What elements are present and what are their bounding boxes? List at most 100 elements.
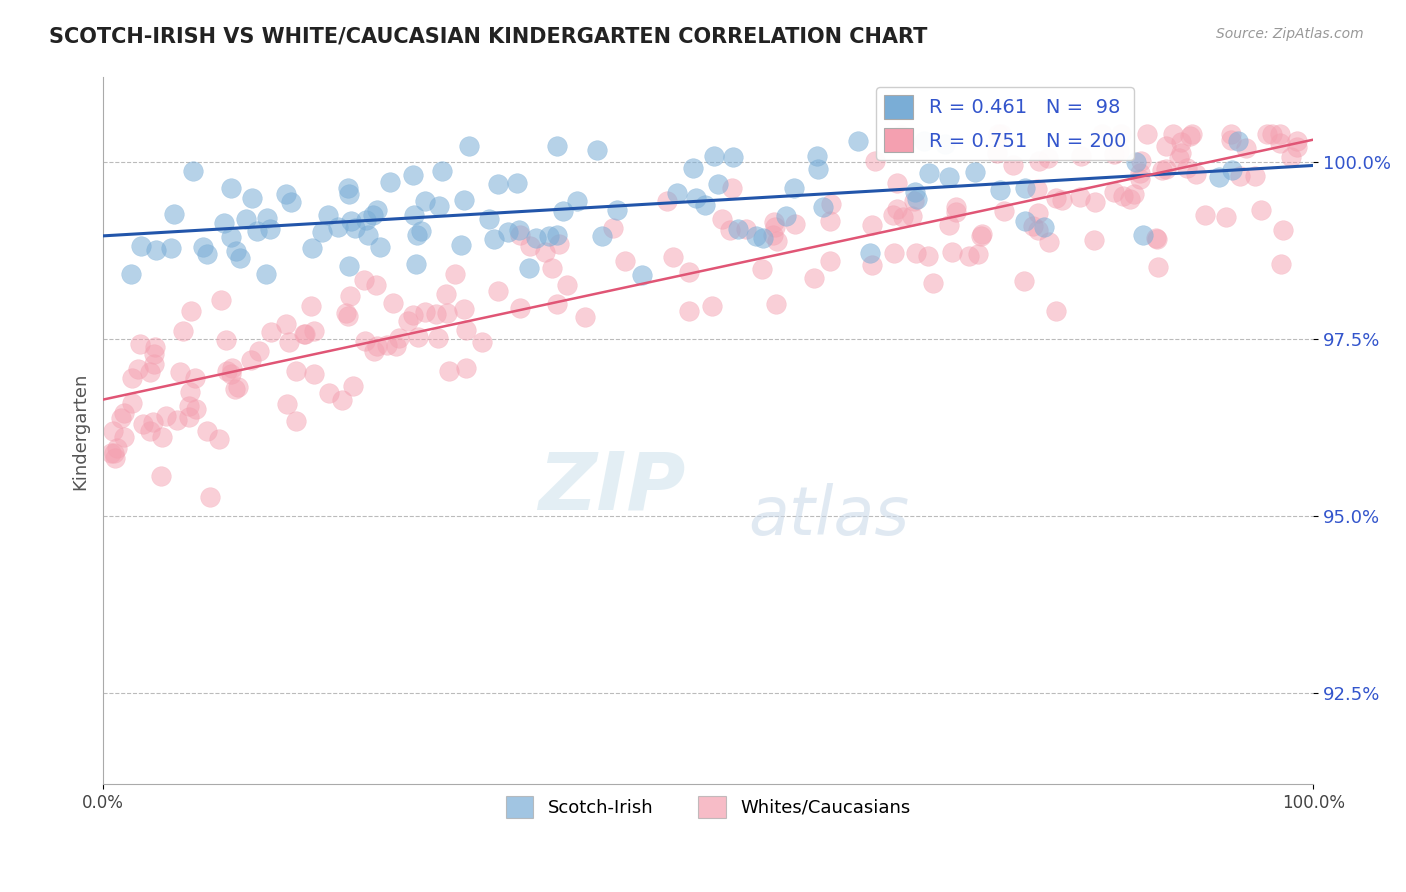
Point xyxy=(198,490,221,504)
Point xyxy=(957,249,980,263)
Point xyxy=(191,240,214,254)
Point xyxy=(918,165,941,179)
Point xyxy=(1036,152,1059,166)
Point xyxy=(169,364,191,378)
Point xyxy=(104,451,127,466)
Point xyxy=(453,194,475,208)
Point xyxy=(820,197,842,211)
Point xyxy=(1045,190,1067,204)
Point xyxy=(246,224,269,238)
Point xyxy=(721,180,744,194)
Point xyxy=(1244,169,1267,183)
Point xyxy=(1250,202,1272,217)
Point xyxy=(150,430,173,444)
Point xyxy=(405,257,427,271)
Point xyxy=(1144,230,1167,244)
Point xyxy=(149,468,172,483)
Point xyxy=(304,367,326,381)
Point xyxy=(105,441,128,455)
Point xyxy=(276,397,298,411)
Point xyxy=(883,245,905,260)
Point xyxy=(172,324,194,338)
Point xyxy=(990,127,1012,141)
Point xyxy=(1279,150,1302,164)
Point xyxy=(1256,127,1278,141)
Point xyxy=(1108,145,1130,159)
Point xyxy=(129,239,152,253)
Point xyxy=(1129,166,1152,180)
Point xyxy=(1180,128,1202,143)
Point xyxy=(546,227,568,242)
Point xyxy=(1129,172,1152,186)
Point xyxy=(891,210,914,224)
Point xyxy=(415,305,437,319)
Point xyxy=(256,211,278,225)
Point xyxy=(444,268,467,282)
Point xyxy=(363,343,385,358)
Point xyxy=(1012,274,1035,288)
Point xyxy=(402,169,425,183)
Point xyxy=(456,323,478,337)
Point xyxy=(103,446,125,460)
Point xyxy=(553,204,575,219)
Point xyxy=(886,202,908,216)
Point xyxy=(1170,145,1192,160)
Point xyxy=(184,371,207,385)
Point xyxy=(993,204,1015,219)
Point xyxy=(509,301,531,315)
Point xyxy=(240,191,263,205)
Point xyxy=(1215,210,1237,224)
Point xyxy=(486,177,509,191)
Point xyxy=(247,343,270,358)
Point xyxy=(336,181,359,195)
Point xyxy=(1069,190,1091,204)
Point xyxy=(195,247,218,261)
Point xyxy=(775,209,797,223)
Text: Source: ZipAtlas.com: Source: ZipAtlas.com xyxy=(1216,27,1364,41)
Point xyxy=(318,386,340,401)
Point xyxy=(882,208,904,222)
Point xyxy=(509,228,531,243)
Point xyxy=(366,203,388,218)
Point xyxy=(1130,153,1153,168)
Point xyxy=(354,334,377,348)
Point xyxy=(142,416,165,430)
Point xyxy=(541,260,564,275)
Point xyxy=(482,232,505,246)
Point xyxy=(1026,223,1049,237)
Point xyxy=(214,215,236,229)
Point xyxy=(537,229,560,244)
Point xyxy=(112,430,135,444)
Point xyxy=(1083,233,1105,247)
Point xyxy=(166,413,188,427)
Point xyxy=(807,161,830,176)
Point xyxy=(1268,136,1291,150)
Point xyxy=(486,284,509,298)
Point xyxy=(505,176,527,190)
Point xyxy=(208,432,231,446)
Point xyxy=(285,364,308,378)
Point xyxy=(301,300,323,314)
Point xyxy=(380,175,402,189)
Point xyxy=(678,304,700,318)
Point xyxy=(727,222,749,236)
Point xyxy=(127,362,149,376)
Point xyxy=(142,357,165,371)
Point xyxy=(409,224,432,238)
Point xyxy=(335,305,357,319)
Point xyxy=(1045,303,1067,318)
Point xyxy=(922,276,945,290)
Point xyxy=(163,207,186,221)
Point xyxy=(436,306,458,320)
Point xyxy=(120,267,142,281)
Point xyxy=(294,326,316,341)
Point xyxy=(1014,213,1036,227)
Point xyxy=(425,308,447,322)
Point xyxy=(655,194,678,208)
Point xyxy=(1285,134,1308,148)
Point xyxy=(129,336,152,351)
Point xyxy=(353,272,375,286)
Point xyxy=(938,170,960,185)
Point xyxy=(311,225,333,239)
Point xyxy=(337,187,360,202)
